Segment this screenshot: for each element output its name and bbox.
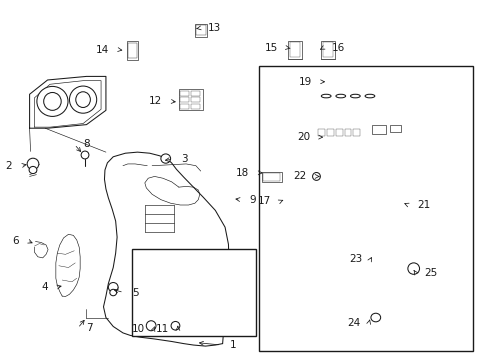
Text: 14: 14 <box>96 45 109 55</box>
Text: 16: 16 <box>331 43 345 53</box>
Text: 3: 3 <box>181 154 187 164</box>
Bar <box>326 129 333 136</box>
Bar <box>131 249 255 337</box>
Bar <box>191 97 200 102</box>
Text: 19: 19 <box>298 77 311 87</box>
Ellipse shape <box>146 321 156 331</box>
Bar <box>180 97 189 102</box>
Bar <box>180 104 189 109</box>
Bar <box>389 125 400 132</box>
Bar <box>259 66 472 351</box>
Ellipse shape <box>69 86 97 113</box>
Ellipse shape <box>171 321 180 330</box>
Ellipse shape <box>321 94 330 98</box>
Text: 6: 6 <box>12 236 19 246</box>
Ellipse shape <box>370 313 380 322</box>
Text: 13: 13 <box>207 23 221 33</box>
Ellipse shape <box>312 172 320 180</box>
Text: 10: 10 <box>131 324 144 334</box>
Bar <box>335 129 342 136</box>
Text: 24: 24 <box>346 318 360 328</box>
Text: 23: 23 <box>348 253 362 264</box>
Bar <box>322 42 333 57</box>
Ellipse shape <box>29 166 37 174</box>
Bar <box>261 172 282 182</box>
Text: 12: 12 <box>148 96 162 107</box>
Ellipse shape <box>350 94 360 98</box>
Ellipse shape <box>110 289 116 296</box>
Bar <box>195 23 206 37</box>
Bar <box>196 25 205 35</box>
Text: 22: 22 <box>293 171 306 181</box>
Bar <box>180 91 189 96</box>
Text: 15: 15 <box>265 43 278 53</box>
Bar <box>263 173 280 181</box>
Bar <box>127 43 136 58</box>
Bar <box>191 104 200 109</box>
Text: 18: 18 <box>236 168 249 178</box>
Ellipse shape <box>76 92 90 108</box>
Text: 1: 1 <box>229 340 236 350</box>
Ellipse shape <box>335 94 345 98</box>
Text: 2: 2 <box>5 161 12 171</box>
Text: 17: 17 <box>258 197 271 206</box>
Text: 7: 7 <box>86 323 93 333</box>
Bar <box>344 129 351 136</box>
Text: 25: 25 <box>424 268 437 278</box>
Text: 4: 4 <box>41 282 47 292</box>
Ellipse shape <box>27 158 39 170</box>
Bar <box>191 91 200 96</box>
Bar <box>126 41 137 60</box>
Text: 20: 20 <box>296 132 309 142</box>
Ellipse shape <box>108 283 118 292</box>
Text: 9: 9 <box>249 195 255 204</box>
Ellipse shape <box>43 93 61 111</box>
Text: 5: 5 <box>132 288 139 297</box>
Bar <box>318 129 325 136</box>
Ellipse shape <box>407 263 419 274</box>
Ellipse shape <box>365 94 374 98</box>
Text: 8: 8 <box>83 139 89 149</box>
Ellipse shape <box>161 154 170 163</box>
Ellipse shape <box>37 86 68 116</box>
Text: 21: 21 <box>416 200 429 210</box>
Bar <box>287 41 301 59</box>
Bar <box>179 89 203 111</box>
Text: 11: 11 <box>156 324 169 334</box>
Bar <box>371 125 386 134</box>
Ellipse shape <box>81 151 89 159</box>
Bar <box>353 129 360 136</box>
Bar <box>289 42 300 57</box>
Bar <box>321 41 334 59</box>
